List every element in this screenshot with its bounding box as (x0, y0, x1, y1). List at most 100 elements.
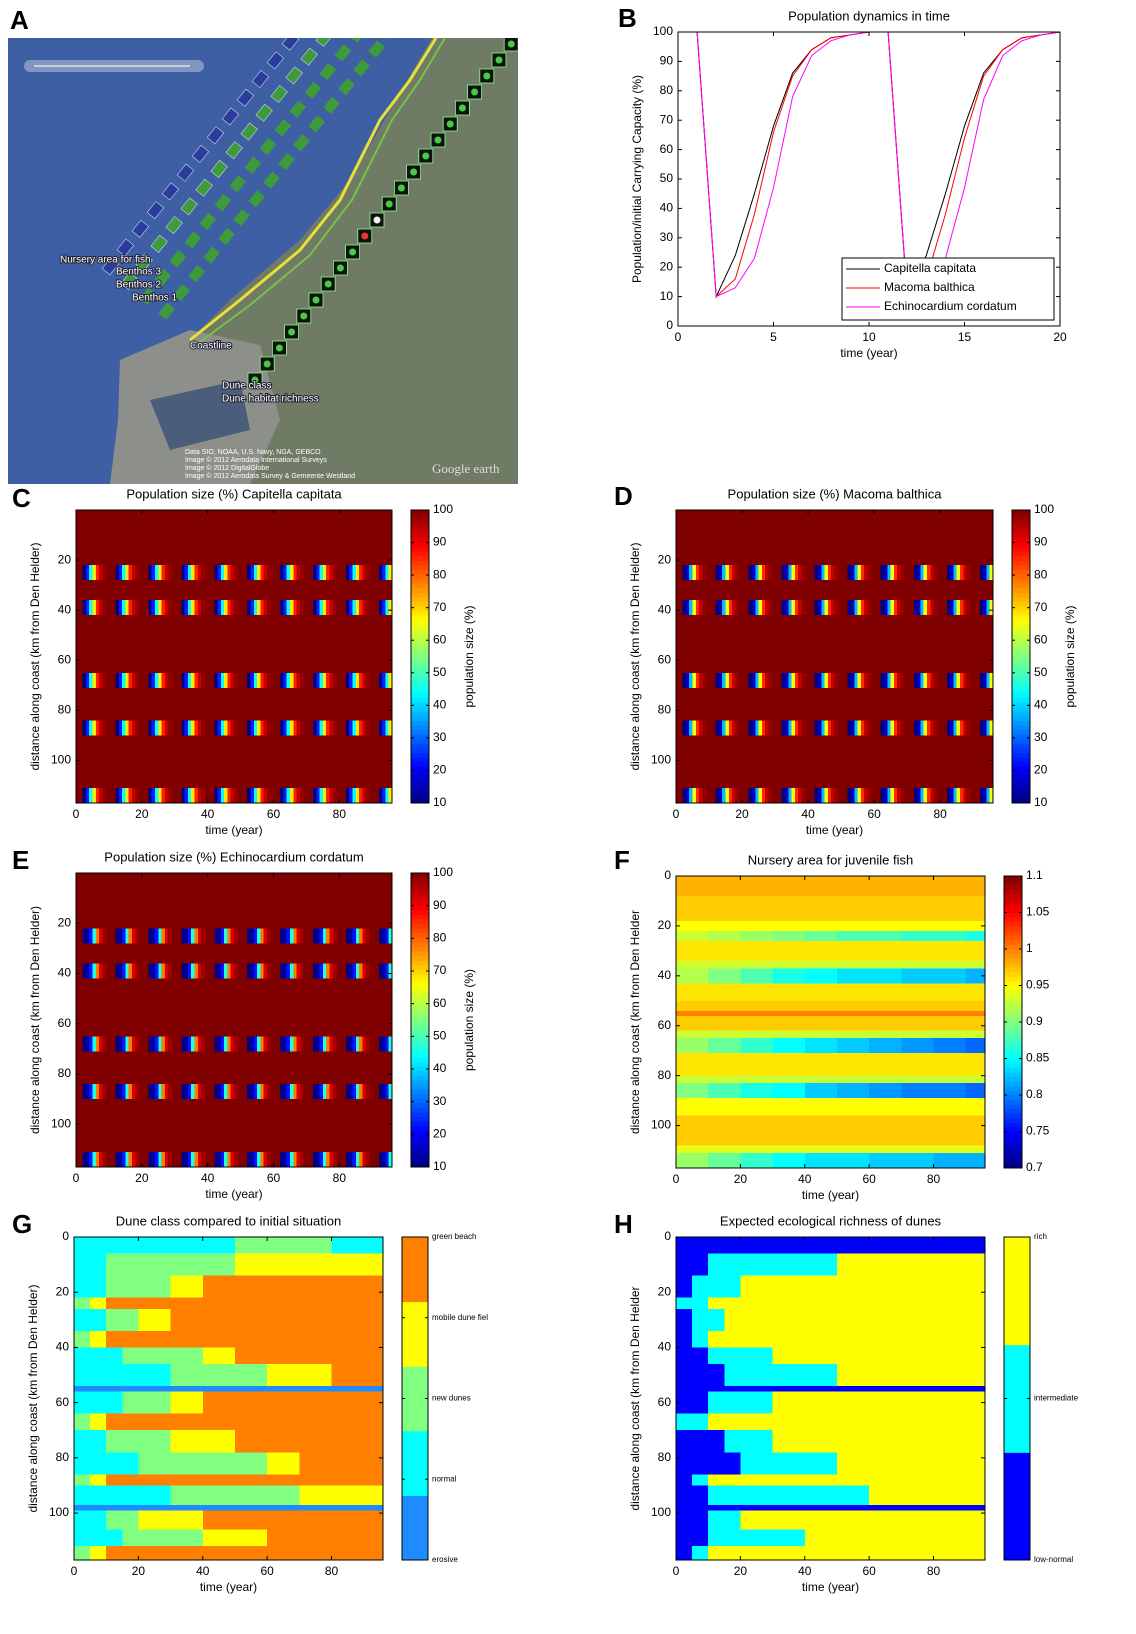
heatmap-cell (131, 787, 136, 803)
heatmap-cell (230, 1036, 235, 1052)
heatmap-cell (168, 600, 172, 616)
colorbar-band (411, 1098, 429, 1104)
heatmap-cell (234, 1297, 268, 1310)
habitat-cell (365, 7, 382, 24)
heatmap-cell (1000, 720, 1004, 735)
colorbar-band (1004, 1040, 1022, 1046)
heatmap-cell (933, 1474, 967, 1486)
habitat-cell (154, 268, 172, 287)
heatmap-cell (740, 1153, 774, 1168)
heatmap-cell (332, 1036, 337, 1052)
heatmap-cell (986, 672, 991, 688)
map-label: Coastline (190, 341, 232, 352)
heatmap-cell (740, 1485, 774, 1506)
heatmap-cell (289, 1151, 294, 1167)
heatmap-cell (283, 787, 288, 803)
heatmap-cell (748, 720, 753, 736)
colorbar-band (411, 537, 429, 543)
heatmap-cell (125, 963, 130, 979)
heatmap-cell (296, 963, 301, 979)
heatmap-cell (220, 787, 225, 803)
colorbar-band (1004, 917, 1022, 923)
heatmap-cell (331, 1275, 365, 1299)
heatmap-cell (201, 1151, 205, 1167)
colorbar-band (1004, 1131, 1022, 1137)
habitat-cell (346, 0, 363, 9)
heatmap-cell (138, 1237, 172, 1255)
colorbar-tick-label: 70 (433, 963, 447, 977)
heatmap-cell (692, 672, 697, 688)
heatmap-cell (266, 672, 271, 688)
heatmap-cell (191, 1151, 195, 1167)
heatmap-cell (963, 787, 968, 803)
colorbar-band (411, 1061, 429, 1067)
colorbar-band (411, 1079, 429, 1085)
heatmap-cell (836, 1145, 870, 1154)
heatmap-cell (917, 720, 921, 736)
colorbar-band (411, 1139, 429, 1145)
legend-label: Macoma balthica (884, 280, 975, 294)
heatmap-cell (724, 1363, 741, 1387)
heatmap-cell (708, 1347, 725, 1365)
heatmap-cell (378, 720, 383, 736)
map-attribution: Image © 2012 DigitalGlobe (185, 464, 269, 472)
colorbar-tick-label: intermediate (1034, 1394, 1079, 1403)
heatmap-cell (740, 1075, 774, 1084)
heatmap-cell (965, 1413, 985, 1431)
heatmap-cell (965, 940, 985, 962)
heatmap-cell (214, 963, 219, 979)
heatmap-cell (122, 1297, 139, 1310)
heatmap-cell (676, 1529, 693, 1547)
heatmap-cell (735, 565, 740, 581)
heatmap-cell (125, 600, 130, 616)
heatmap-cell (74, 1413, 91, 1431)
habitat-cell (214, 194, 232, 212)
heatmap-cell (331, 1452, 365, 1475)
heatmap-cell (913, 787, 918, 803)
heatmap-cell (331, 1391, 365, 1415)
habitat-cell (274, 119, 292, 137)
heatmap-cell (263, 928, 268, 944)
heatmap-cell (897, 672, 902, 688)
heatmap-cell (751, 787, 756, 803)
colorbar-band (411, 725, 429, 731)
heatmap-cell (890, 565, 895, 581)
colorbar-band (411, 1134, 429, 1140)
heatmap-cell (880, 787, 885, 803)
heatmap-cell (168, 1036, 172, 1052)
heatmap-cell (966, 565, 971, 581)
heatmap-cell (234, 1386, 268, 1393)
colorbar-band (411, 928, 429, 934)
heatmap-cell (722, 720, 727, 736)
heatmap-cell (286, 1084, 291, 1100)
heatmap-cell (92, 720, 97, 736)
heatmap-cell (965, 983, 985, 1002)
heatmap-cell (122, 1330, 139, 1348)
heatmap-cell (329, 1084, 334, 1100)
heatmap-cell (257, 1036, 261, 1052)
heatmap-cell (250, 720, 255, 736)
heatmap-cell (758, 600, 763, 616)
heatmap-cell (194, 565, 199, 581)
heatmap-cell (860, 565, 865, 581)
heatmap-cell (184, 1036, 189, 1052)
heatmap-cell (299, 1330, 332, 1348)
heatmap-cell (836, 1010, 870, 1017)
heatmap-cell (151, 720, 156, 736)
heatmap-cell (708, 1474, 725, 1486)
heatmap-cell (901, 930, 934, 942)
heatmap-cell (289, 600, 294, 616)
heatmap-cell (155, 963, 159, 979)
heatmap-cell (989, 565, 993, 581)
heatmap-cell (355, 787, 360, 803)
heatmap-cell (202, 1452, 236, 1475)
heatmap-cell (267, 1237, 300, 1255)
colorbar-band (1012, 784, 1030, 790)
colorbar-band (1012, 651, 1030, 657)
heatmap-cell (220, 963, 225, 979)
heatmap-cell (831, 672, 835, 688)
heatmap-cell (708, 1030, 741, 1039)
heatmap-cell (230, 787, 235, 803)
heatmap-cell (316, 600, 321, 616)
